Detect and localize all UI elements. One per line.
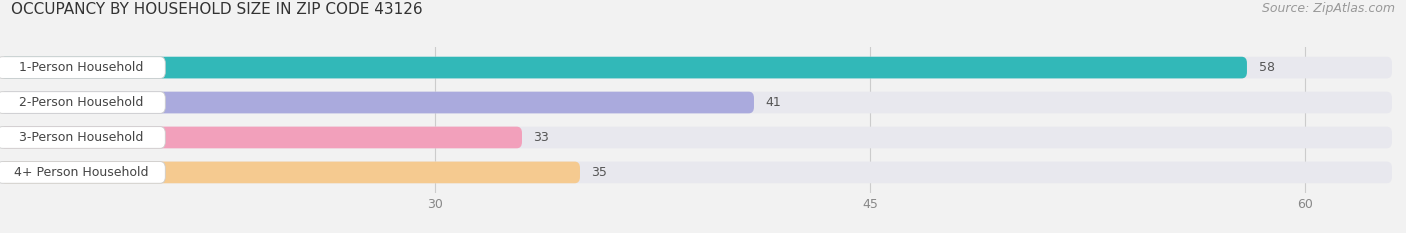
FancyBboxPatch shape [0, 162, 166, 183]
FancyBboxPatch shape [0, 162, 581, 183]
Text: 58: 58 [1258, 61, 1275, 74]
FancyBboxPatch shape [0, 57, 166, 78]
FancyBboxPatch shape [0, 162, 1392, 183]
FancyBboxPatch shape [0, 57, 1392, 78]
Text: 41: 41 [765, 96, 782, 109]
FancyBboxPatch shape [0, 92, 166, 113]
FancyBboxPatch shape [0, 57, 1247, 78]
FancyBboxPatch shape [0, 92, 1392, 113]
FancyBboxPatch shape [0, 127, 1392, 148]
Text: 2-Person Household: 2-Person Household [20, 96, 143, 109]
FancyBboxPatch shape [0, 127, 522, 148]
Text: Source: ZipAtlas.com: Source: ZipAtlas.com [1261, 2, 1395, 15]
FancyBboxPatch shape [0, 127, 166, 148]
Text: OCCUPANCY BY HOUSEHOLD SIZE IN ZIP CODE 43126: OCCUPANCY BY HOUSEHOLD SIZE IN ZIP CODE … [11, 2, 423, 17]
Text: 33: 33 [534, 131, 550, 144]
Text: 3-Person Household: 3-Person Household [20, 131, 143, 144]
FancyBboxPatch shape [0, 92, 754, 113]
Text: 35: 35 [592, 166, 607, 179]
Text: 1-Person Household: 1-Person Household [20, 61, 143, 74]
Text: 4+ Person Household: 4+ Person Household [14, 166, 149, 179]
